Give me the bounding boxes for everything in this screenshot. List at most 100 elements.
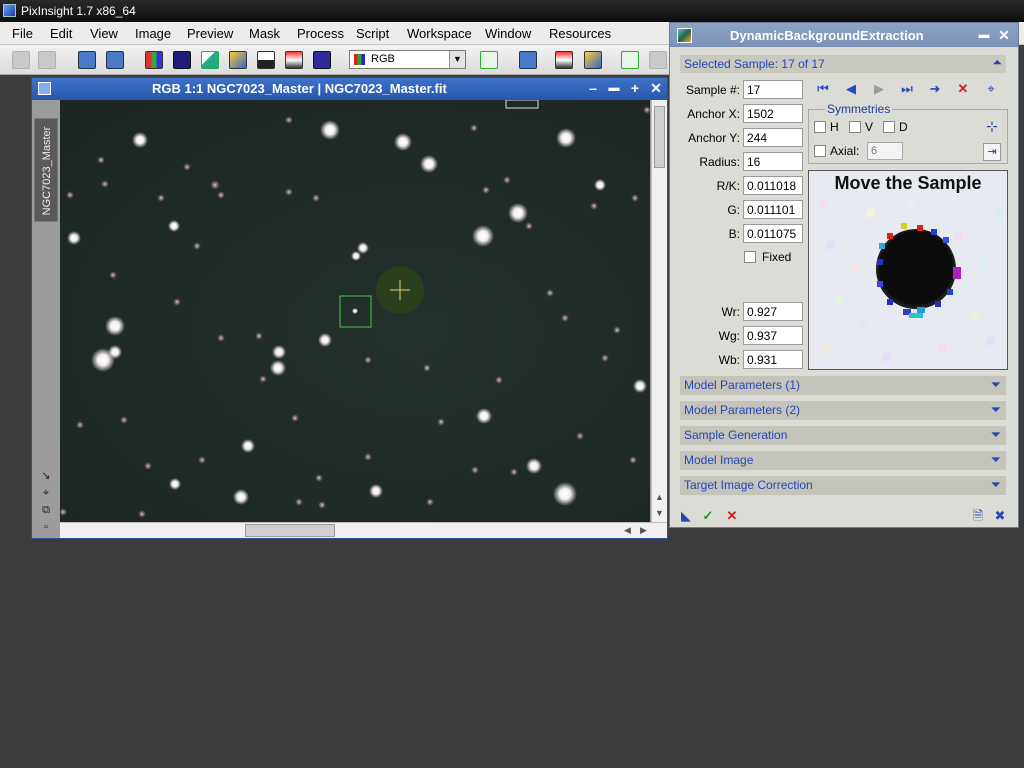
maximize-icon[interactable]: + [630,80,640,96]
pin-icon[interactable]: ⇥ [983,143,1001,161]
redo-icon[interactable] [38,51,56,69]
expand-icon[interactable]: ⏷ [990,427,1001,442]
menu-mask[interactable]: Mask [249,26,281,41]
section-model-parameters-1[interactable]: Model Parameters (1) ⏷ [680,376,1006,395]
close-icon[interactable]: ✕ [998,27,1010,43]
selected-sample-bar[interactable]: Selected Sample: 17 of 17 ⏶ [680,55,1006,73]
image-window-titlebar[interactable]: RGB 1:1 NGC7023_Master | NGC7023_Master.… [32,78,667,100]
side-tab[interactable]: NGC7023_Master [34,118,58,222]
clone-image-icon[interactable] [106,51,124,69]
rk-field[interactable]: 0.011018 [743,176,803,195]
fixed-checkbox[interactable] [744,251,756,263]
minimize-icon[interactable]: – [589,80,597,96]
undo-icon[interactable] [12,51,30,69]
new-instance-icon[interactable]: ◣ [681,508,691,523]
channel-select[interactable]: RGB ▼ [349,50,466,69]
symmetry-h-checkbox[interactable] [814,121,826,133]
section-sample-generation[interactable]: Sample Generation ⏷ [680,426,1006,445]
axial-spinbox[interactable]: 6 [867,142,903,160]
symmetry-center-icon[interactable]: ⊹ [986,118,998,134]
center-icon[interactable]: ⌖ [42,487,50,499]
section-target-image-correction[interactable]: Target Image Correction ⏷ [680,476,1006,495]
image-window-icon[interactable] [38,82,51,95]
edit-icon[interactable] [649,51,667,69]
menu-window[interactable]: Window [485,26,532,41]
horizontal-scroll-thumb[interactable] [245,524,335,537]
track-view-icon[interactable] [480,51,498,69]
cancel-icon[interactable]: ✕ [726,508,738,523]
new-preview-icon[interactable] [201,51,219,69]
image-canvas[interactable] [60,100,650,522]
symmetry-d-checkbox[interactable] [883,121,895,133]
vertical-scroll-thumb[interactable] [654,106,665,168]
vertical-scrollbar[interactable]: ▲ ▼ [651,100,667,522]
mask-icon[interactable] [313,51,331,69]
documentation-icon[interactable]: 🗎 [972,508,984,523]
small-square-icon[interactable]: ▫ [44,521,48,533]
delete-sample-icon[interactable]: ✕ [957,81,969,96]
dbe-titlebar[interactable]: DynamicBackgroundExtraction ▬ ✕ [670,23,1018,47]
identifier-icon[interactable] [78,51,96,69]
expand-icon[interactable]: ⏷ [990,402,1001,417]
fit-window-icon[interactable]: ⧉ [42,504,50,516]
reset-icon[interactable]: ✖ [994,508,1006,523]
anchor-y-field[interactable]: 244 [743,128,803,147]
collapse-up-icon[interactable]: ⏶ [992,55,1002,69]
go-to-sample-icon[interactable]: ➜ [929,81,941,96]
expand-icon[interactable]: ⏷ [990,377,1001,392]
expand-icon[interactable]: ⏷ [990,452,1001,467]
new-image-icon[interactable] [621,51,639,69]
shade-icon[interactable]: ▬ [608,82,620,94]
menu-preview[interactable]: Preview [187,26,234,41]
dbe-process-icon[interactable] [677,28,692,43]
menu-file[interactable]: File [12,26,33,41]
rgb-channels-icon[interactable] [145,51,163,69]
dbe-sample-box[interactable] [339,295,372,328]
menu-process[interactable]: Process [297,26,344,41]
section-model-parameters-2[interactable]: Model Parameters (2) ⏷ [680,401,1006,420]
scroll-up-icon[interactable]: ▲ [655,492,664,502]
axial-checkbox[interactable] [814,145,826,157]
apply-icon[interactable]: ✓ [702,508,714,523]
g-field[interactable]: 0.011101 [743,200,803,219]
scroll-down-icon[interactable]: ▼ [655,508,664,518]
channel-display-icon[interactable] [173,51,191,69]
menu-resources[interactable]: Resources [549,26,612,41]
star-tool-icon[interactable] [584,51,602,69]
b-field[interactable]: 0.011075 [743,224,803,243]
horizontal-scrollbar[interactable]: ◀ ▶ [60,522,667,538]
radius-field[interactable]: 16 [743,152,803,171]
fixed-label: Fixed [762,250,792,264]
image-window: RGB 1:1 NGC7023_Master | NGC7023_Master.… [31,77,668,539]
close-icon[interactable]: ✕ [650,80,662,96]
b-label: B: [728,227,740,241]
zoom-fit-icon[interactable]: ↘ [41,470,51,482]
histogram-icon[interactable] [229,51,247,69]
wr-field[interactable]: 0.927 [743,302,803,321]
scroll-right-icon[interactable]: ▶ [640,525,647,535]
shade-icon[interactable]: ▬ [978,29,990,41]
wb-field[interactable]: 0.931 [743,350,803,369]
readout-icon[interactable] [555,51,573,69]
sample-number-field[interactable]: 17 [743,80,803,99]
chevron-down-icon[interactable]: ▼ [449,51,465,68]
scroll-left-icon[interactable]: ◀ [624,525,631,535]
menu-workspace[interactable]: Workspace [407,26,472,41]
menu-script[interactable]: Script [356,26,390,41]
menu-image[interactable]: Image [135,26,172,41]
menu-view[interactable]: View [90,26,118,41]
menu-edit[interactable]: Edit [50,26,73,41]
wg-field[interactable]: 0.937 [743,326,803,345]
first-sample-icon[interactable]: ⏮ [817,81,829,96]
section-model-image[interactable]: Model Image ⏷ [680,451,1006,470]
zoom-icon[interactable] [519,51,537,69]
invert-icon[interactable] [257,51,275,69]
anchor-x-field[interactable]: 1502 [743,104,803,123]
previous-sample-icon[interactable]: ◀ [846,81,856,96]
symmetry-v-checkbox[interactable] [849,121,861,133]
last-sample-icon[interactable]: ⏭ [901,81,913,96]
screen-transfer-icon[interactable] [285,51,303,69]
next-sample-icon[interactable]: ▶ [874,81,884,96]
crosshair-sample-icon[interactable]: ⌖ [987,81,995,96]
expand-icon[interactable]: ⏷ [990,477,1001,492]
